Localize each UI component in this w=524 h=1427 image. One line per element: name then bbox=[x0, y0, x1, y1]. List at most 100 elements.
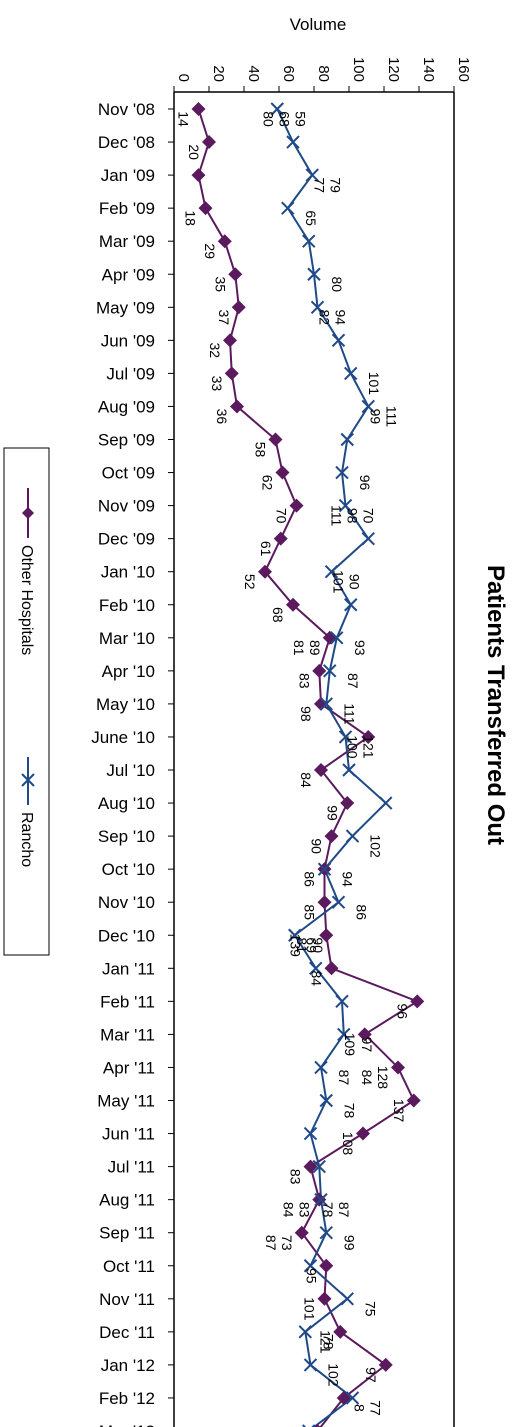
data-point-x bbox=[335, 994, 349, 1009]
category-label: Nov '08 bbox=[98, 100, 155, 119]
data-point-x bbox=[344, 598, 358, 612]
category-label: Nov '10 bbox=[98, 893, 155, 912]
category-label: Apr '11 bbox=[103, 1058, 155, 1077]
data-label: 84 bbox=[309, 971, 325, 987]
data-point-diamond bbox=[361, 729, 376, 744]
data-label: 78 bbox=[341, 1103, 357, 1119]
category-label: May '11 bbox=[97, 1092, 155, 1111]
data-label: 77 bbox=[311, 177, 327, 193]
data-point-x bbox=[298, 1325, 312, 1339]
category-label: Oct '09 bbox=[102, 464, 155, 483]
data-label: 68 bbox=[276, 111, 292, 127]
data-point-diamond bbox=[224, 366, 239, 381]
data-label: 96 bbox=[357, 475, 373, 491]
data-point-diamond bbox=[356, 1126, 370, 1141]
category-label: Jul '09 bbox=[106, 364, 155, 383]
data-label: 37 bbox=[216, 310, 232, 326]
value-tick-label: 20 bbox=[210, 65, 227, 82]
data-label: 102 bbox=[326, 1363, 342, 1387]
data-point-x bbox=[344, 366, 358, 381]
data-label: 65 bbox=[303, 210, 319, 226]
data-point-x bbox=[312, 1159, 326, 1174]
value-tick-label: 120 bbox=[385, 57, 402, 82]
data-label: 84 bbox=[298, 772, 314, 788]
category-label: Aug '11 bbox=[99, 1191, 155, 1210]
data-point-diamond bbox=[319, 1258, 334, 1273]
data-label: 101 bbox=[331, 570, 347, 594]
category-label: Jul '11 bbox=[108, 1158, 155, 1177]
category-label: Feb '10 bbox=[99, 596, 155, 615]
data-point-diamond bbox=[314, 763, 328, 777]
data-point-x bbox=[319, 697, 333, 711]
data-label: 81 bbox=[294, 937, 310, 953]
data-label: 99 bbox=[341, 1235, 357, 1251]
data-point-x bbox=[337, 1027, 351, 1042]
category-label: Jun '11 bbox=[102, 1125, 155, 1144]
data-point-diamond bbox=[333, 1324, 348, 1339]
data-labels: 1420182935373233365862706152688981839884… bbox=[176, 111, 411, 1416]
data-label: 111 bbox=[329, 505, 345, 526]
data-point-diamond bbox=[228, 267, 243, 282]
series-markers bbox=[191, 102, 425, 1427]
data-point-diamond bbox=[273, 531, 288, 546]
category-label: Mar '12 bbox=[99, 1422, 155, 1427]
data-point-x bbox=[340, 1292, 354, 1306]
data-label: 59 bbox=[292, 111, 308, 127]
data-label: 97 bbox=[359, 1037, 375, 1053]
value-tick-label: 60 bbox=[280, 65, 297, 82]
data-label: 62 bbox=[260, 475, 276, 491]
category-label: Jan '10 bbox=[101, 563, 155, 582]
data-point-diamond bbox=[230, 399, 244, 414]
data-point-x bbox=[338, 498, 353, 513]
category-label: Apr '10 bbox=[102, 662, 155, 681]
category-label: Jan '12 bbox=[101, 1356, 155, 1375]
data-label: 98 bbox=[298, 706, 314, 722]
category-label: Jan '09 bbox=[101, 166, 155, 185]
data-label: 111 bbox=[341, 703, 357, 724]
data-point-diamond bbox=[319, 928, 334, 943]
data-point-x bbox=[330, 631, 344, 645]
data-label: 121 bbox=[317, 1330, 333, 1354]
data-label: 96 bbox=[394, 1004, 410, 1020]
data-label: 61 bbox=[258, 541, 274, 557]
chart-title: Patients Transferred Out bbox=[482, 565, 509, 845]
data-label: 80 bbox=[260, 111, 276, 127]
data-label: 94 bbox=[333, 310, 349, 326]
data-point-diamond bbox=[391, 1060, 405, 1075]
data-label: 75 bbox=[362, 1301, 378, 1317]
data-label: 83 bbox=[288, 1169, 304, 1185]
data-label: 84 bbox=[359, 1070, 375, 1086]
data-point-diamond bbox=[336, 1390, 351, 1405]
data-label: 68 bbox=[270, 607, 286, 623]
category-label: Feb '11 bbox=[100, 992, 155, 1011]
data-point-x bbox=[270, 102, 284, 116]
data-point-diamond bbox=[202, 135, 216, 150]
data-point-x bbox=[361, 399, 375, 414]
legend-label-other-hospitals: Other Hospitals bbox=[18, 545, 35, 655]
data-point-diamond bbox=[191, 102, 206, 116]
data-point-diamond bbox=[317, 895, 332, 910]
data-point-diamond bbox=[410, 994, 425, 1009]
data-label: 52 bbox=[242, 574, 258, 590]
data-label: 73 bbox=[279, 1235, 295, 1251]
category-label: Jun '09 bbox=[101, 331, 155, 350]
category-label: Aug '09 bbox=[98, 397, 155, 416]
data-point-x bbox=[319, 1093, 333, 1108]
category-label: May '09 bbox=[96, 298, 155, 317]
data-point-x bbox=[303, 1358, 318, 1372]
category-label: Oct '10 bbox=[102, 860, 155, 879]
data-label: 83 bbox=[296, 673, 312, 689]
data-label: 29 bbox=[202, 243, 218, 259]
category-label: Dec '11 bbox=[99, 1323, 155, 1342]
data-point-diamond bbox=[289, 498, 304, 513]
data-label: 70 bbox=[274, 508, 290, 524]
data-point-x bbox=[345, 1391, 360, 1405]
data-label: 128 bbox=[375, 1066, 391, 1090]
data-label: 139 bbox=[287, 934, 303, 958]
data-label: 35 bbox=[212, 277, 228, 293]
data-label: 20 bbox=[186, 144, 202, 160]
data-point-x bbox=[305, 168, 319, 182]
data-point-x bbox=[379, 796, 393, 810]
category-label: Sep '10 bbox=[98, 827, 155, 846]
